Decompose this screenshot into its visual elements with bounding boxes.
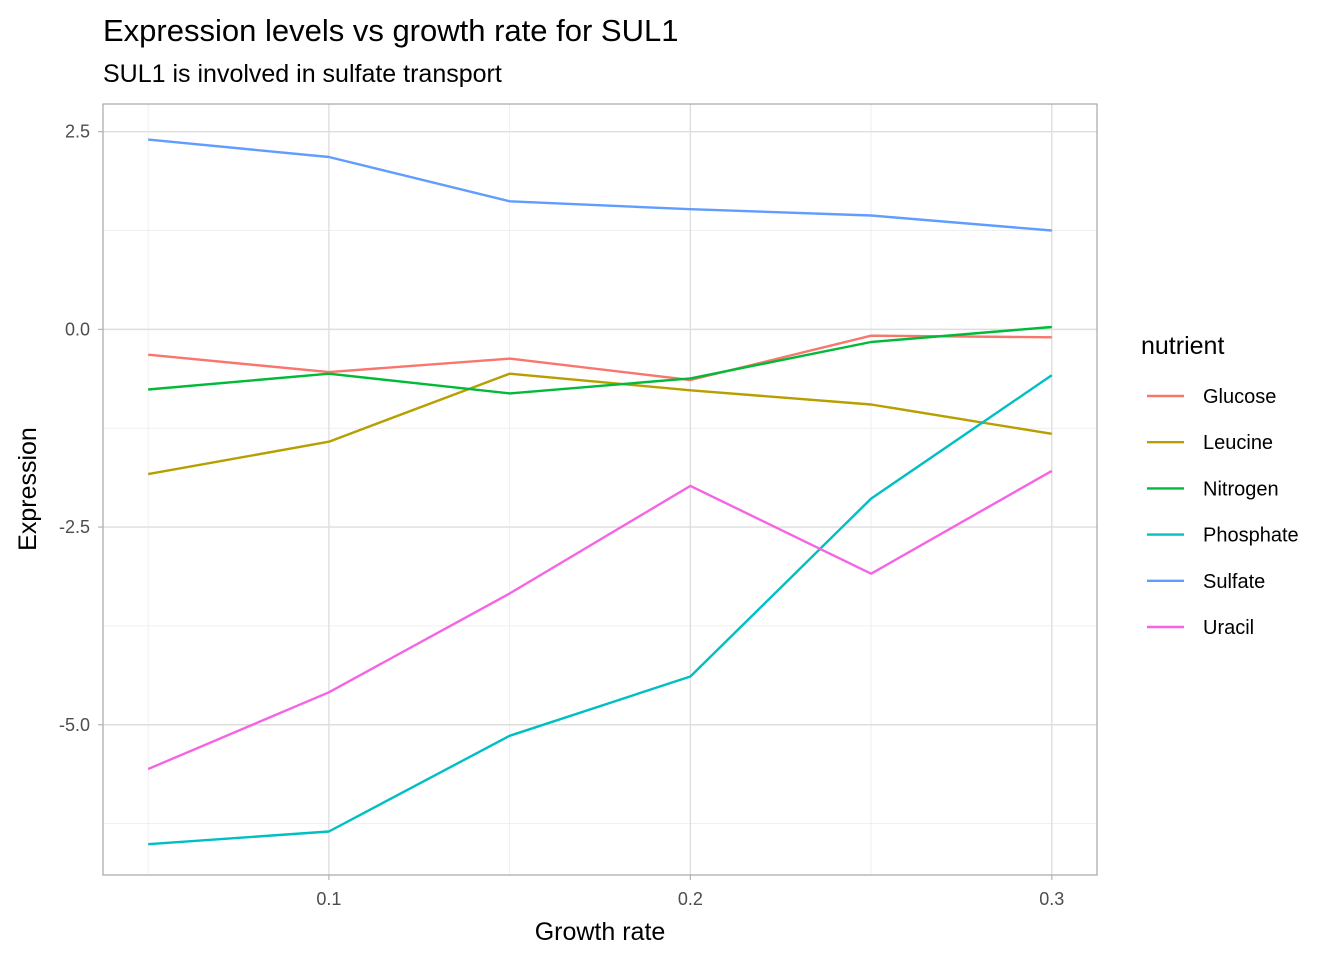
- series-lines: [147, 138, 1053, 846]
- plot-panel: [102, 103, 1098, 876]
- legend-label-sulfate: Sulfate: [1203, 571, 1265, 593]
- x-axis: 0.1 0.2 0.3: [316, 875, 1064, 909]
- legend-label-uracil: Uracil: [1203, 617, 1254, 639]
- minor-gridlines: [103, 104, 1097, 875]
- x-axis-title: Growth rate: [535, 918, 666, 946]
- series-line-leucine: [147, 372, 1052, 476]
- legend-title: nutrient: [1141, 332, 1224, 360]
- legend-label-phosphate: Phosphate: [1203, 525, 1299, 547]
- y-tick-label: -2.5: [59, 517, 90, 537]
- series-line-phosphate: [148, 374, 1053, 846]
- x-tick-label: 0.2: [678, 889, 703, 909]
- legend-label-nitrogen: Nitrogen: [1203, 478, 1279, 500]
- legend-label-leucine: Leucine: [1203, 432, 1273, 454]
- chart-subtitle: SUL1 is involved in sulfate transport: [103, 60, 502, 88]
- legend: nutrient Glucose Leucine Nitrogen Phosphate…: [1141, 332, 1299, 639]
- chart-title: Expression levels vs growth rate for SUL…: [103, 13, 678, 48]
- y-axis: 2.5 0.0 -2.5 -5.0: [59, 122, 103, 735]
- legend-items: Glucose Leucine Nitrogen Phosphate Sulfate Ur…: [1147, 386, 1299, 639]
- series-line-glucose: [148, 334, 1052, 382]
- x-tick-label: 0.1: [316, 889, 341, 909]
- series-line-uracil: [147, 469, 1053, 771]
- legend-label-glucose: Glucose: [1203, 386, 1276, 408]
- y-tick-label: -5.0: [59, 715, 90, 735]
- panel-border: [102, 103, 1098, 876]
- series-line-sulfate: [148, 138, 1052, 232]
- y-axis-title: Expression: [14, 427, 42, 551]
- y-tick-label: 0.0: [65, 319, 90, 339]
- series-line-nitrogen: [148, 325, 1052, 395]
- y-tick-label: 2.5: [65, 122, 90, 142]
- major-gridlines: [103, 104, 1097, 875]
- x-tick-label: 0.3: [1039, 889, 1064, 909]
